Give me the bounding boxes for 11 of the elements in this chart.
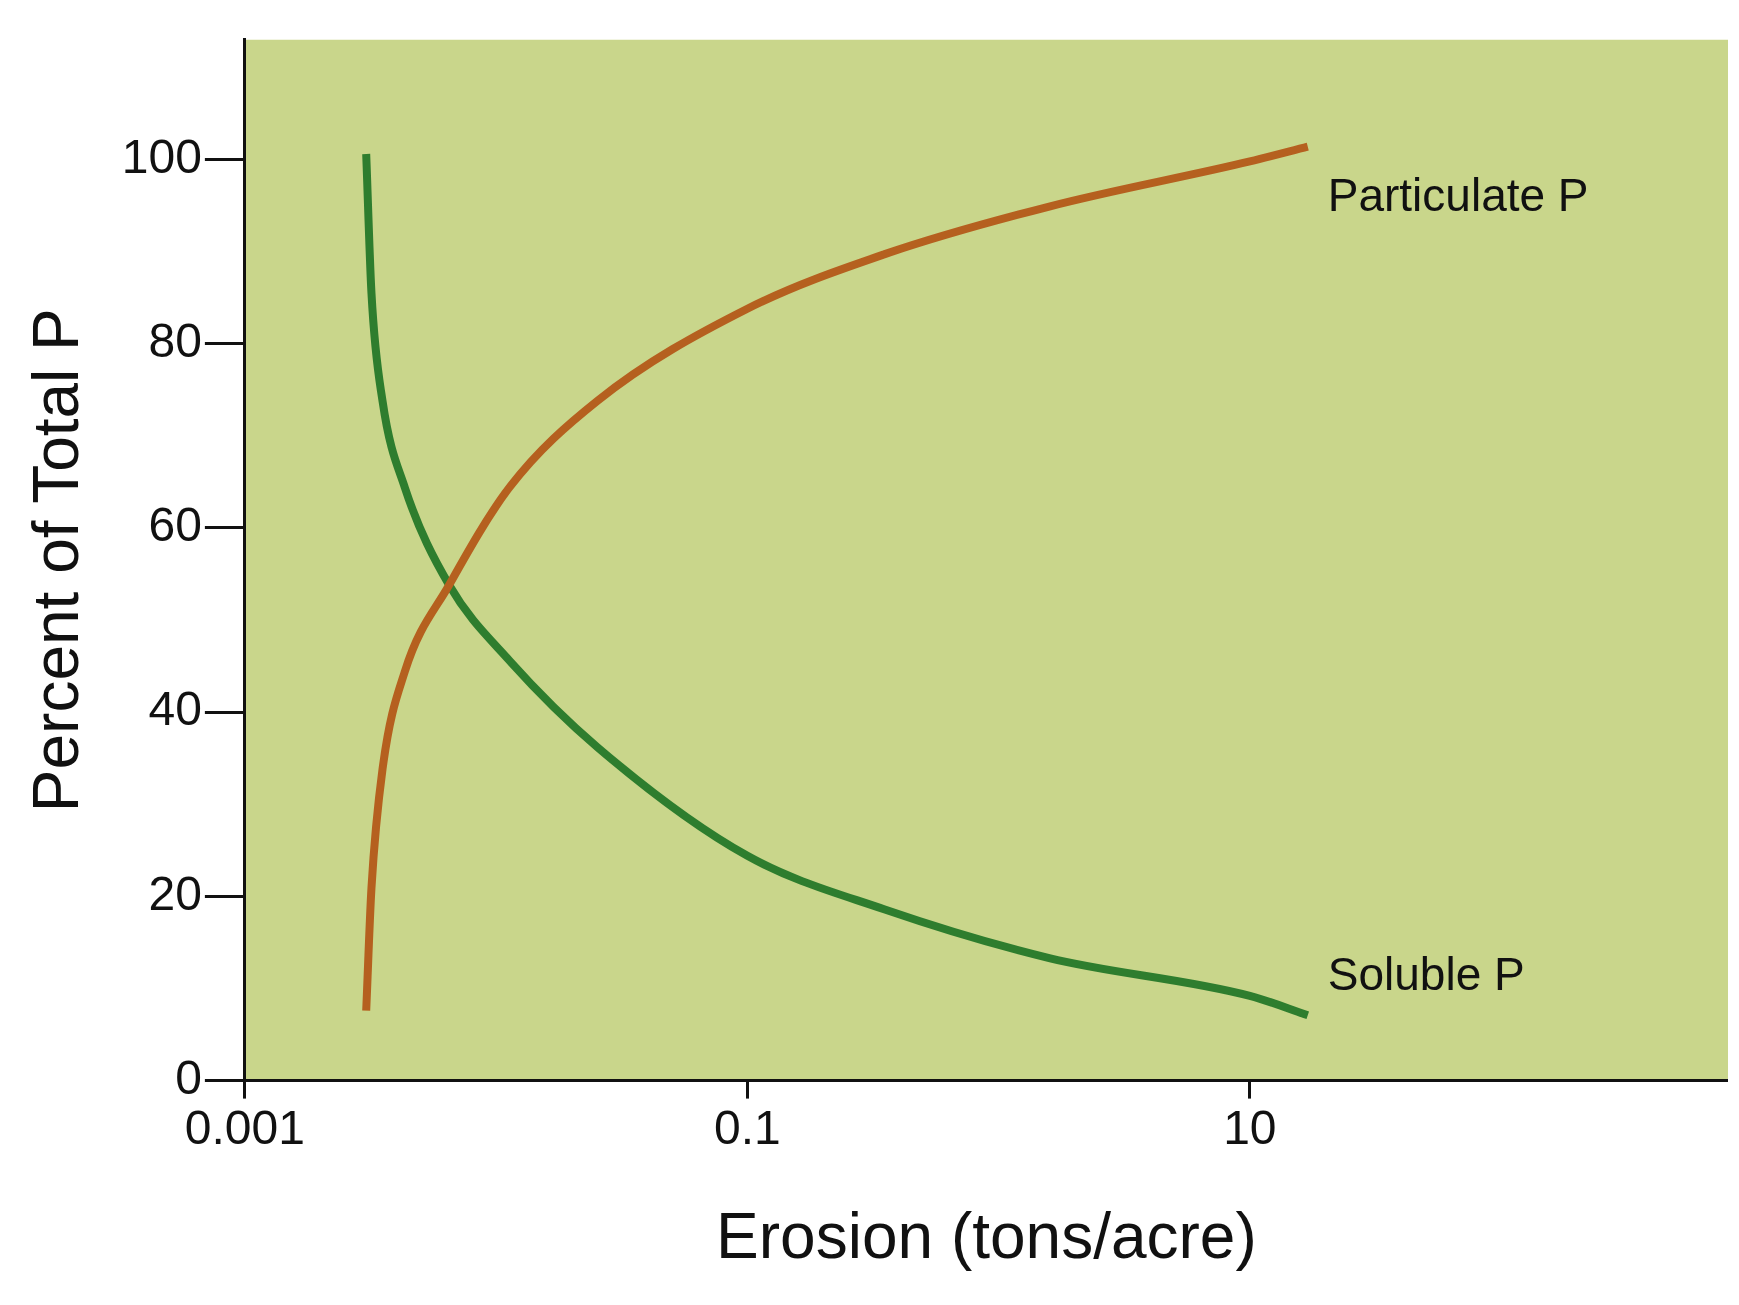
x-tick-label: 10	[1223, 1100, 1277, 1154]
y-tick-label: 80	[148, 313, 202, 367]
series-label: Particulate P	[1327, 169, 1589, 222]
series-label: Soluble P	[1327, 947, 1525, 1000]
x-tick-label: 0.1	[714, 1100, 781, 1154]
y-tick-label: 20	[148, 866, 202, 920]
y-tick-label: 100	[121, 129, 202, 183]
y-tick-label: 40	[148, 682, 202, 736]
x-axis-title: Erosion (tons/acre)	[716, 1200, 1257, 1273]
y-tick-label: 60	[148, 498, 202, 552]
y-axis-title: Percent of Total P	[20, 308, 93, 813]
